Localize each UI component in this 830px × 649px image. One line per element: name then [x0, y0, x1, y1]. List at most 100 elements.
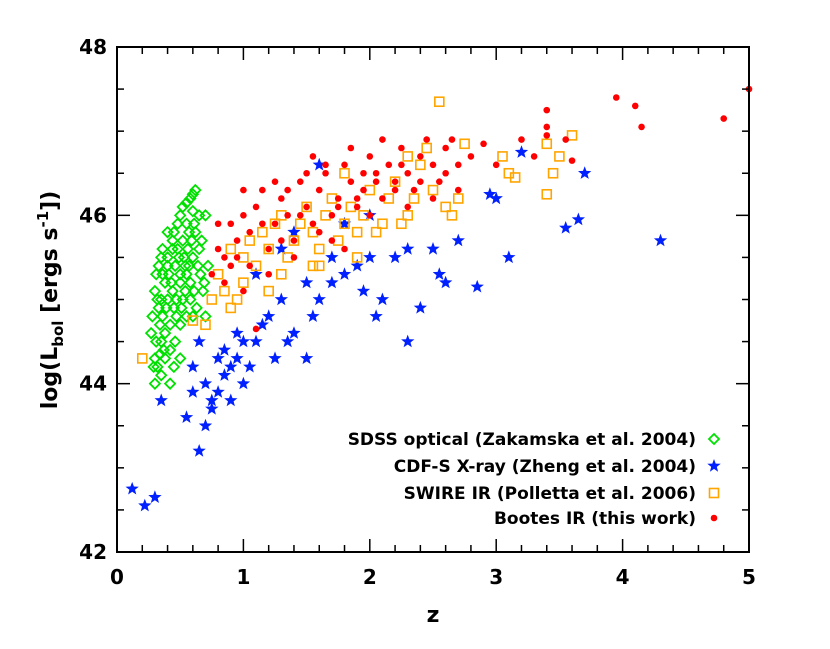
x-tick-label: 0 — [110, 565, 124, 589]
data-point — [246, 228, 254, 236]
legend-markers — [707, 432, 721, 522]
data-point — [396, 218, 407, 230]
data-point — [720, 115, 728, 122]
data-point — [307, 260, 319, 272]
data-point — [144, 326, 158, 340]
data-point — [309, 220, 317, 228]
data-point — [296, 212, 304, 219]
data-point — [369, 309, 383, 322]
data-point — [217, 343, 232, 356]
data-point — [366, 153, 374, 160]
data-point — [530, 153, 538, 160]
data-point — [125, 481, 139, 495]
data-point — [252, 203, 260, 211]
data-point — [243, 359, 257, 373]
data-point — [398, 144, 405, 152]
data-point — [379, 195, 386, 202]
data-point — [187, 217, 201, 231]
data-point — [178, 259, 192, 273]
data-point — [303, 169, 310, 177]
data-point — [417, 153, 424, 160]
data-point — [366, 212, 374, 219]
data-point — [171, 217, 184, 231]
data-point — [138, 498, 152, 512]
data-point — [514, 145, 529, 158]
y-axis-tick-labels: 42 44 46 48 — [79, 35, 107, 564]
data-point — [186, 385, 200, 398]
data-point — [224, 359, 238, 373]
data-point — [440, 201, 451, 213]
data-point — [154, 293, 168, 306]
y-tick-label: 42 — [79, 540, 107, 564]
data-point — [404, 203, 412, 211]
data-point — [312, 157, 326, 171]
data-point — [176, 234, 190, 247]
data-point — [259, 186, 266, 194]
data-point — [401, 242, 415, 255]
data-point — [385, 161, 393, 169]
data-point — [192, 209, 206, 222]
data-point — [638, 123, 645, 131]
data-point — [296, 178, 304, 185]
data-point — [353, 203, 361, 211]
data-point — [154, 251, 168, 264]
data-point — [170, 310, 183, 323]
data-point — [172, 251, 186, 264]
data-point — [146, 310, 159, 323]
data-point — [192, 334, 206, 348]
data-point — [306, 309, 320, 322]
data-point — [325, 250, 339, 264]
data-point — [287, 326, 301, 339]
data-point — [233, 254, 241, 261]
data-point — [299, 275, 314, 289]
data-point — [543, 132, 551, 139]
legend-label-swire: SWIRE IR (Polletta et al. 2006) — [404, 484, 696, 504]
data-point — [184, 276, 197, 289]
data-point — [236, 376, 251, 390]
legend: SDSS optical (Zakamska et al. 2004) CDF-… — [348, 430, 721, 529]
data-point — [303, 203, 310, 211]
data-point — [559, 221, 573, 234]
data-point — [375, 292, 390, 306]
data-point — [238, 277, 249, 288]
data-point — [347, 178, 355, 185]
data-point — [502, 250, 516, 264]
x-tick-label: 2 — [363, 565, 377, 589]
data-point — [301, 201, 312, 213]
x-tick-label: 1 — [236, 565, 250, 589]
data-point — [543, 123, 551, 131]
data-point — [459, 138, 470, 150]
data-point — [541, 188, 553, 200]
data-point — [432, 267, 446, 280]
data-point — [166, 234, 179, 247]
data-point — [184, 293, 197, 306]
data-point — [547, 167, 559, 179]
data-point — [244, 235, 256, 246]
data-point — [187, 315, 199, 326]
data-point — [186, 188, 200, 201]
data-point — [163, 318, 177, 332]
data-point — [161, 225, 174, 239]
data-point — [328, 212, 336, 219]
data-point — [154, 393, 168, 407]
data-point — [350, 258, 364, 272]
data-point — [173, 352, 187, 365]
data-point — [402, 210, 414, 221]
data-point — [518, 136, 525, 143]
x-tick-label: 5 — [742, 565, 756, 589]
data-point — [360, 186, 367, 194]
data-point — [578, 166, 592, 179]
y-axis-title-prefix: log(L — [38, 347, 63, 409]
data-point — [417, 178, 424, 185]
data-point — [612, 94, 620, 101]
data-point — [136, 353, 148, 364]
data-point — [429, 161, 437, 169]
data-point — [288, 235, 300, 246]
data-point — [173, 318, 187, 332]
data-point — [182, 225, 196, 239]
data-point — [562, 136, 570, 143]
data-point — [353, 195, 361, 202]
data-point — [214, 245, 222, 253]
data-point — [483, 187, 497, 200]
data-point — [454, 186, 462, 194]
